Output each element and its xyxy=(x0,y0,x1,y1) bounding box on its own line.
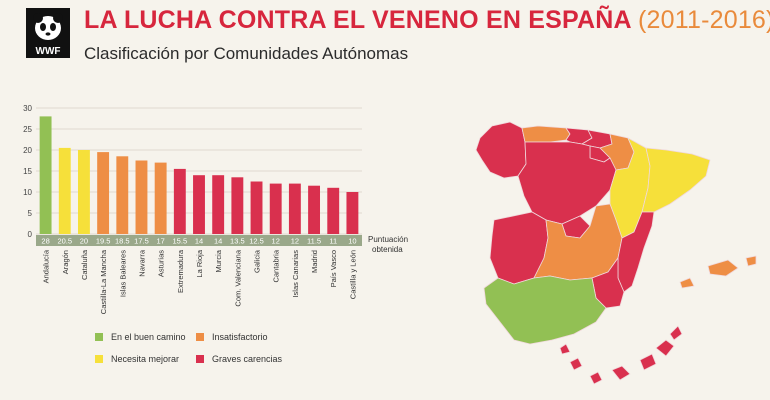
x-tick-label: Castilla y León xyxy=(348,250,357,299)
bar-value-label: 19.5 xyxy=(96,237,111,246)
x-tick-label: Aragón xyxy=(61,250,70,274)
x-tick-label: Navarra xyxy=(137,249,146,277)
bar xyxy=(327,187,340,234)
legend-item: En el buen camino xyxy=(95,332,186,342)
bar-value-label: 18.5 xyxy=(115,237,130,246)
bar xyxy=(135,160,148,234)
bar xyxy=(193,175,205,234)
y-tick-label: 20 xyxy=(23,146,32,155)
x-tick-label: Madrid xyxy=(310,250,319,273)
spain-map xyxy=(475,121,757,385)
legend-label: En el buen camino xyxy=(111,332,186,342)
page-subtitle: Clasificación por Comunidades Autónomas xyxy=(84,44,409,63)
bar xyxy=(346,192,359,234)
region-islas-canarias xyxy=(559,325,683,385)
region-cataluna xyxy=(641,147,711,213)
region-asturias xyxy=(521,125,571,143)
legend-swatch xyxy=(196,333,204,341)
x-tick-label: Castilla-La Mancha xyxy=(99,249,108,314)
bar-value-label: 14 xyxy=(195,237,203,246)
title-main: LA LUCHA CONTRA EL VENENO EN ESPAÑA xyxy=(84,6,631,34)
bar-value-label: 20 xyxy=(80,237,88,246)
bar-value-label: 12 xyxy=(272,237,280,246)
bar-value-label: 13.5 xyxy=(230,237,245,246)
bar-value-label: 17 xyxy=(156,237,164,246)
legend-swatch xyxy=(95,333,103,341)
bar-value-label: 11 xyxy=(329,237,337,246)
bar-value-label: 28 xyxy=(41,237,49,246)
bar-value-label: 11.5 xyxy=(307,237,321,246)
bar xyxy=(288,183,301,234)
x-tick-label: Cataluña xyxy=(80,249,89,280)
bar xyxy=(77,150,90,234)
x-tick-label: Asturias xyxy=(157,250,166,277)
x-tick-label: Murcia xyxy=(214,249,223,272)
score-strip xyxy=(36,235,362,246)
bar xyxy=(39,116,52,234)
legend-item: Necesita mejorar xyxy=(95,354,179,364)
bar-value-label: 17.5 xyxy=(134,237,149,246)
y-tick-label: 15 xyxy=(23,167,32,176)
bar xyxy=(269,183,282,234)
bar xyxy=(173,168,186,234)
title-years: (2011-2016) xyxy=(638,6,770,34)
y-tick-label: 30 xyxy=(23,104,32,113)
logo-text: WWF xyxy=(36,46,61,57)
region-com-valenciana xyxy=(617,211,655,293)
bar-value-label: 12.5 xyxy=(249,237,264,246)
bar-value-label: 14 xyxy=(214,237,222,246)
legend-label: Graves carencias xyxy=(212,354,283,364)
x-tick-label: Cantabria xyxy=(272,249,281,282)
bar xyxy=(250,181,263,234)
bar xyxy=(116,156,129,234)
y-tick-label: 10 xyxy=(23,188,32,197)
bar-value-label: 15.5 xyxy=(173,237,188,246)
bar-chart: 0 5 10 15 20 25 30 28 Andalucía 20.5 Aragón 20 Catal… xyxy=(23,104,408,314)
y-tick-label: 25 xyxy=(23,125,32,134)
legend-item: Graves carencias xyxy=(196,354,282,364)
bar xyxy=(308,185,321,234)
bar-value-label: 20.5 xyxy=(57,237,72,246)
region-andalucia xyxy=(483,275,607,345)
wwf-panda-logo: WWF xyxy=(26,8,70,58)
x-tick-label: Galicia xyxy=(253,249,262,273)
legend-swatch xyxy=(196,355,204,363)
y-tick-label: 5 xyxy=(28,209,33,218)
bar xyxy=(231,177,244,234)
bar xyxy=(58,147,71,234)
legend-item: Insatisfactorio xyxy=(196,332,268,342)
bar-value-label: 10 xyxy=(348,237,356,246)
bar xyxy=(97,152,110,234)
x-tick-label: País Vasco xyxy=(329,250,338,287)
page-title: LA LUCHA CONTRA EL VENENO EN ESPAÑA (201… xyxy=(84,6,770,35)
region-islas-baleares xyxy=(679,255,757,289)
legend-label: Insatisfactorio xyxy=(212,332,268,342)
bar xyxy=(154,162,167,234)
y-tick-label: 0 xyxy=(28,230,33,239)
x-tick-label: Islas Canarias xyxy=(291,250,300,298)
region-galicia xyxy=(475,121,527,179)
x-tick-label: Com. Valenciana xyxy=(233,249,242,306)
x-tick-label: La Rioja xyxy=(195,249,204,277)
legend-label: Necesita mejorar xyxy=(111,354,180,364)
legend-swatch xyxy=(95,355,103,363)
x-tick-label: Extremadura xyxy=(176,249,185,293)
score-row-label: Puntuación xyxy=(368,235,408,244)
x-tick-label: Islas Baleares xyxy=(118,250,127,297)
bar-value-label: 12 xyxy=(291,237,299,246)
bar xyxy=(212,175,225,234)
x-tick-label: Andalucía xyxy=(42,249,51,283)
score-row-label: obtenida xyxy=(372,245,403,254)
